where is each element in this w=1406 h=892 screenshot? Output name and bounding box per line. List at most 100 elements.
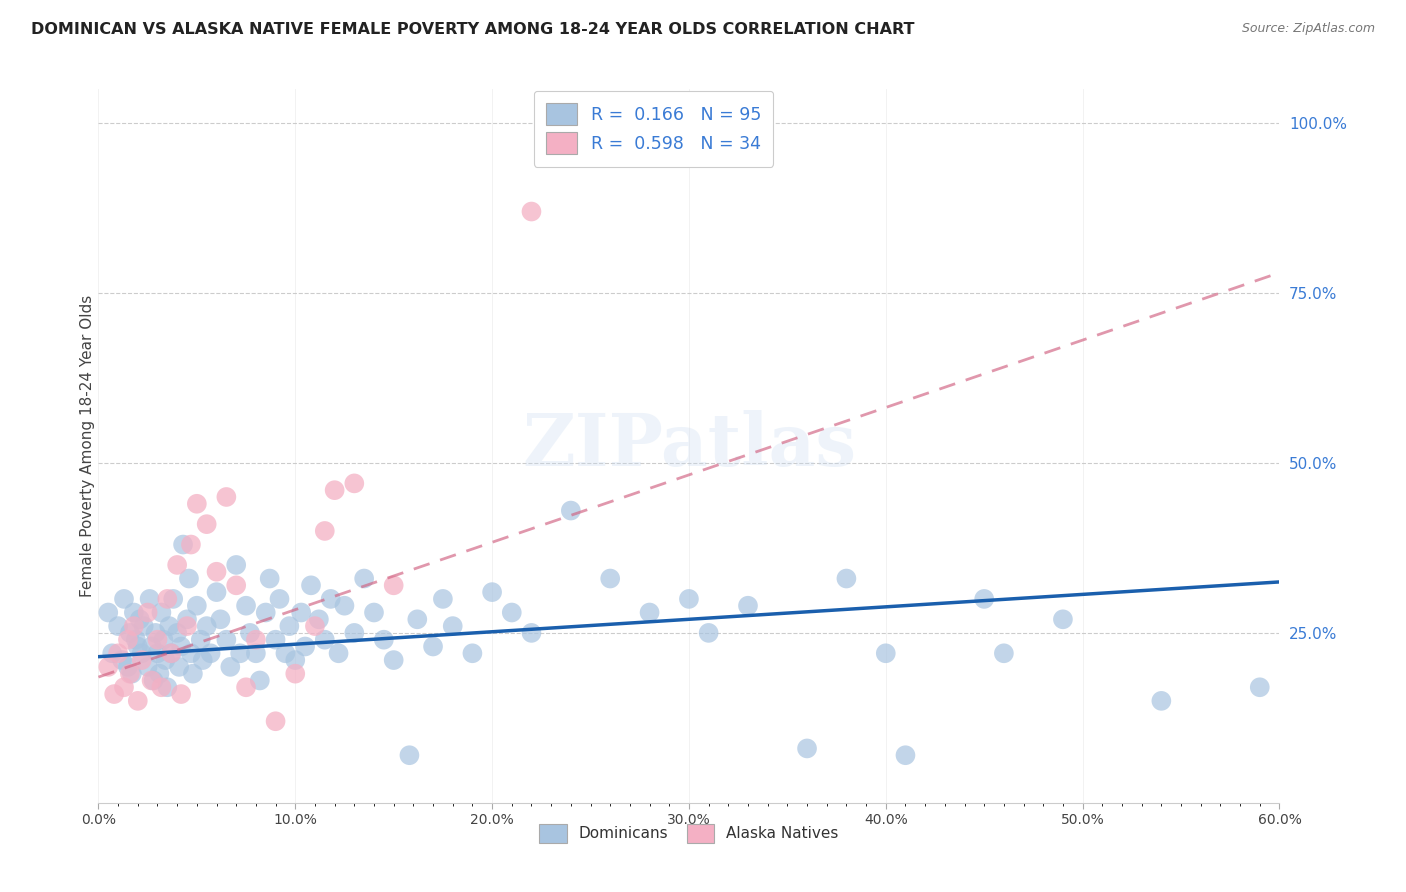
Point: [118, 626, 141, 640]
Point: [166, 626, 188, 640]
Point: [314, 632, 336, 647]
Point: [290, 606, 312, 620]
Point: [319, 591, 342, 606]
Point: [314, 524, 336, 538]
Point: [107, 619, 129, 633]
Point: [1249, 680, 1271, 694]
Point: [101, 646, 124, 660]
Point: [180, 646, 202, 660]
Point: [274, 646, 297, 660]
Point: [225, 558, 247, 572]
Point: [97, 660, 120, 674]
Point: [259, 572, 281, 586]
Point: [180, 537, 202, 551]
Point: [118, 666, 141, 681]
Point: [441, 619, 464, 633]
Point: [264, 632, 287, 647]
Point: [328, 646, 350, 660]
Point: [122, 606, 145, 620]
Point: [176, 612, 198, 626]
Point: [304, 619, 326, 633]
Point: [117, 660, 139, 674]
Point: [398, 748, 420, 763]
Point: [112, 680, 135, 694]
Point: [150, 680, 173, 694]
Point: [343, 476, 366, 491]
Point: [432, 591, 454, 606]
Point: [406, 612, 429, 626]
Point: [215, 632, 238, 647]
Point: [132, 619, 155, 633]
Point: [200, 646, 222, 660]
Point: [225, 578, 247, 592]
Point: [875, 646, 897, 660]
Point: [195, 619, 218, 633]
Point: [343, 626, 366, 640]
Point: [737, 599, 759, 613]
Point: [122, 619, 145, 633]
Point: [148, 666, 170, 681]
Point: [461, 646, 484, 660]
Point: [215, 490, 238, 504]
Point: [382, 578, 405, 592]
Point: [172, 537, 194, 551]
Point: [103, 687, 125, 701]
Legend: Dominicans, Alaska Natives: Dominicans, Alaska Natives: [533, 818, 845, 848]
Point: [152, 632, 174, 647]
Point: [97, 606, 120, 620]
Point: [117, 632, 139, 647]
Point: [156, 680, 179, 694]
Point: [176, 619, 198, 633]
Point: [245, 646, 267, 660]
Point: [264, 714, 287, 729]
Point: [638, 606, 661, 620]
Point: [599, 572, 621, 586]
Point: [520, 626, 543, 640]
Point: [205, 565, 228, 579]
Point: [1150, 694, 1173, 708]
Point: [186, 599, 208, 613]
Point: [190, 632, 212, 647]
Text: ZIPatlas: ZIPatlas: [522, 410, 856, 482]
Point: [111, 653, 134, 667]
Point: [520, 204, 543, 219]
Point: [127, 640, 149, 654]
Point: [170, 640, 193, 654]
Point: [146, 632, 169, 647]
Point: [191, 653, 214, 667]
Point: [249, 673, 271, 688]
Point: [373, 632, 395, 647]
Point: [278, 619, 301, 633]
Point: [136, 606, 159, 620]
Point: [205, 585, 228, 599]
Point: [160, 646, 183, 660]
Text: DOMINICAN VS ALASKA NATIVE FEMALE POVERTY AMONG 18-24 YEAR OLDS CORRELATION CHAR: DOMINICAN VS ALASKA NATIVE FEMALE POVERT…: [31, 22, 914, 37]
Point: [160, 646, 183, 660]
Point: [239, 626, 262, 640]
Point: [973, 591, 995, 606]
Y-axis label: Female Poverty Among 18-24 Year Olds: Female Poverty Among 18-24 Year Olds: [80, 295, 94, 597]
Point: [422, 640, 444, 654]
Point: [299, 578, 322, 592]
Point: [145, 626, 167, 640]
Point: [284, 653, 307, 667]
Point: [195, 517, 218, 532]
Point: [229, 646, 252, 660]
Point: [294, 640, 316, 654]
Point: [181, 666, 204, 681]
Point: [269, 591, 291, 606]
Point: [382, 653, 405, 667]
Point: [127, 694, 149, 708]
Point: [501, 606, 523, 620]
Point: [107, 646, 129, 660]
Point: [177, 572, 200, 586]
Point: [150, 606, 173, 620]
Point: [363, 606, 385, 620]
Point: [235, 680, 257, 694]
Point: [146, 646, 169, 660]
Point: [112, 591, 135, 606]
Point: [141, 640, 163, 654]
Point: [835, 572, 858, 586]
Point: [170, 687, 193, 701]
Point: [245, 632, 267, 647]
